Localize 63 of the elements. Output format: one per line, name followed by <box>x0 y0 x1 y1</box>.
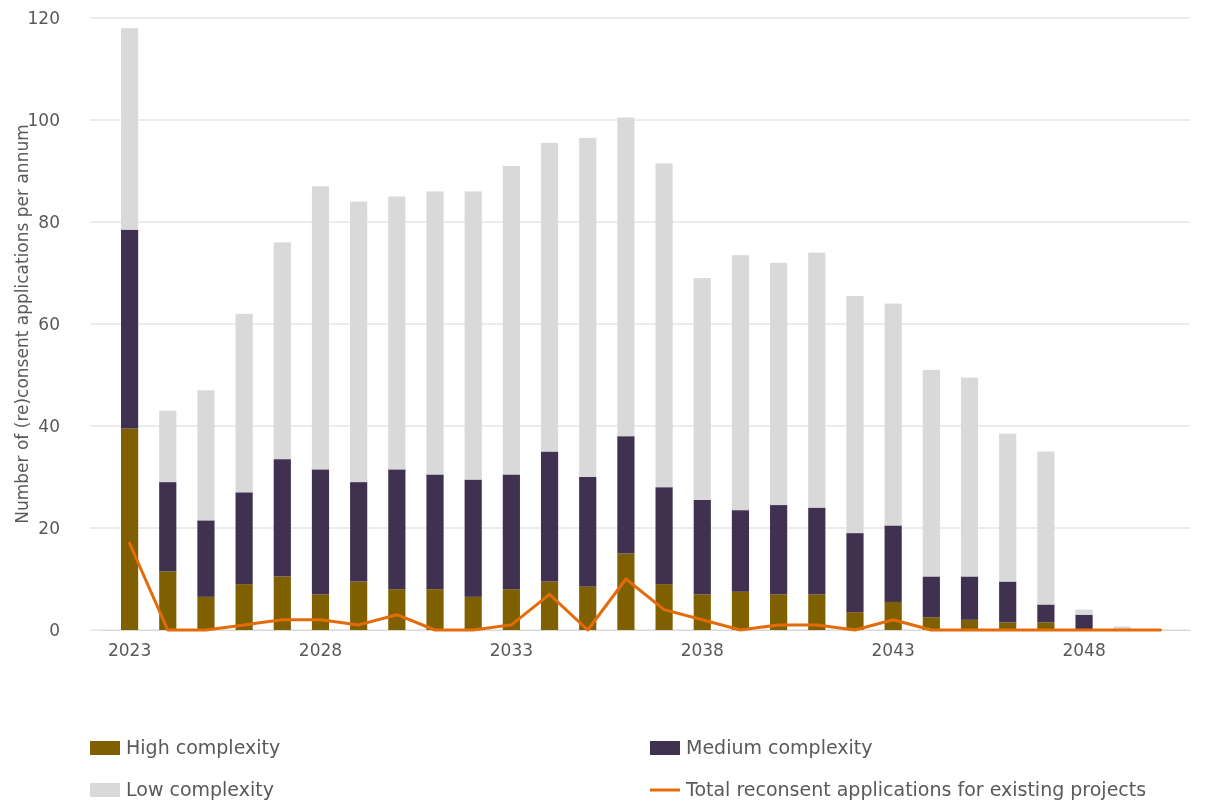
bar <box>693 594 711 630</box>
bar <box>350 482 368 582</box>
bar <box>311 469 330 595</box>
bar <box>311 594 330 630</box>
bar <box>235 492 253 585</box>
bar <box>121 229 139 429</box>
x-tick-label: 2028 <box>298 640 343 661</box>
x-tick-label: 2048 <box>1062 640 1106 661</box>
bar <box>1075 609 1093 615</box>
bar <box>502 589 520 630</box>
legend-label: Total reconsent applications for existing projects <box>685 778 1147 800</box>
bar <box>350 581 368 630</box>
bar <box>540 451 559 582</box>
bar <box>426 589 444 630</box>
bar <box>617 436 635 554</box>
bar <box>770 594 788 630</box>
bar <box>464 596 482 630</box>
bar <box>579 477 597 587</box>
x-tick-label: 2033 <box>489 640 534 661</box>
y-tick-label: 100 <box>27 109 60 130</box>
bar <box>502 474 520 590</box>
bar <box>655 584 673 630</box>
bar <box>540 581 559 630</box>
legend-label: Low complexity <box>126 778 274 800</box>
bar <box>273 576 291 630</box>
bar <box>808 594 826 630</box>
y-tick-label: 80 <box>38 211 60 232</box>
bar <box>1037 604 1055 623</box>
bar <box>159 571 177 630</box>
y-tick-label: 120 <box>27 7 60 28</box>
bar <box>846 533 864 613</box>
line-series <box>128 541 1162 632</box>
bar <box>617 553 635 630</box>
bar <box>770 505 788 595</box>
y-tick-label: 40 <box>38 415 60 436</box>
bar <box>999 581 1017 623</box>
bar <box>922 576 940 618</box>
y-tick-label: 0 <box>49 619 60 640</box>
y-tick-label: 20 <box>38 517 60 538</box>
bar <box>235 584 253 630</box>
bar <box>197 520 215 597</box>
bar <box>1075 614 1093 630</box>
bar <box>464 479 482 597</box>
bar <box>808 507 826 595</box>
bar <box>884 525 902 602</box>
x-tick-label: 2038 <box>680 640 724 661</box>
x-tick-label: 2023 <box>107 640 152 661</box>
bar <box>655 487 673 585</box>
bar <box>388 469 406 590</box>
bar <box>960 576 979 620</box>
bar <box>197 596 215 630</box>
bar <box>426 474 444 590</box>
bar <box>273 459 291 577</box>
y-tick-label: 60 <box>38 313 60 334</box>
x-tick-label: 2043 <box>871 640 915 661</box>
bar <box>121 428 139 630</box>
bar <box>731 591 750 630</box>
bar <box>159 482 177 572</box>
bar <box>693 499 711 595</box>
bar <box>388 589 406 630</box>
legend-label: High complexity <box>126 736 281 758</box>
legend-label: Medium complexity <box>686 736 873 758</box>
bar <box>731 510 750 592</box>
